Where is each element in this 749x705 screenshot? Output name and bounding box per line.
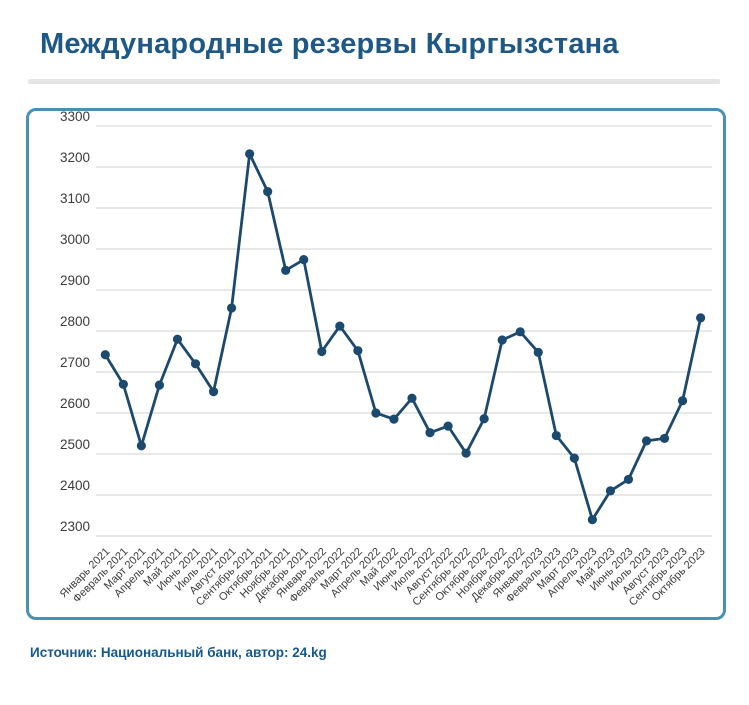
- line-chart: 3300 3200 3100 3000 2900 2800 2700 2600 2500 2400…: [58, 111, 712, 608]
- y-axis-tick-label: 2800: [60, 314, 90, 329]
- data-point: [172, 334, 183, 344]
- data-point: [154, 380, 165, 390]
- page-title: Международные резервы Кыргызстана: [40, 28, 619, 60]
- data-point: [443, 421, 453, 431]
- data-point: [281, 265, 291, 275]
- data-point: [533, 347, 543, 357]
- data-point: [605, 486, 616, 496]
- data-point: [461, 448, 471, 458]
- data-point: [407, 393, 417, 403]
- series-line: [103, 152, 703, 522]
- data-point: [136, 441, 146, 451]
- data-point: [515, 327, 525, 337]
- source-attribution: Источник: Национальный банк, автор: 24.k…: [30, 645, 327, 660]
- data-point: [263, 187, 273, 197]
- y-axis-tick-label: 2600: [60, 396, 90, 411]
- data-point: [190, 359, 201, 369]
- data-point: [353, 346, 363, 356]
- data-point: [118, 379, 128, 389]
- y-axis-tick-label: 3000: [60, 232, 90, 247]
- data-point: [677, 396, 688, 406]
- title-divider: [28, 79, 720, 84]
- data-point: [497, 335, 507, 345]
- data-point: [425, 428, 435, 438]
- data-point: [641, 436, 652, 446]
- data-point: [226, 303, 237, 313]
- chart-card: 3300 3200 3100 3000 2900 2800 2700 2600 2500 2400…: [26, 108, 726, 620]
- data-point: [587, 515, 597, 525]
- article-figure: Международные резервы Кыргызстана 3300 32…: [0, 26, 749, 660]
- y-axis-tick-label: 2700: [60, 355, 90, 370]
- data-point: [696, 313, 706, 323]
- data-point: [245, 149, 255, 159]
- data-point: [479, 414, 489, 424]
- data-point: [371, 408, 381, 418]
- data-point: [623, 474, 634, 485]
- data-point: [551, 430, 561, 441]
- y-axis-tick-label: 2400: [60, 478, 90, 493]
- data-point: [100, 350, 110, 360]
- y-axis-tick-label: 2500: [60, 437, 90, 452]
- y-axis-tick-label: 3300: [60, 111, 90, 124]
- data-point: [569, 453, 579, 463]
- y-axis-tick-label: 3100: [60, 191, 90, 206]
- data-point: [299, 255, 309, 265]
- data-point: [317, 346, 327, 357]
- data-point: [208, 387, 219, 397]
- y-axis-tick-label: 2900: [60, 273, 90, 288]
- data-point: [389, 414, 399, 424]
- y-axis-tick-label: 3200: [60, 150, 90, 165]
- y-axis-tick-label: 2300: [60, 519, 90, 534]
- data-point: [335, 321, 345, 331]
- data-point: [659, 433, 670, 444]
